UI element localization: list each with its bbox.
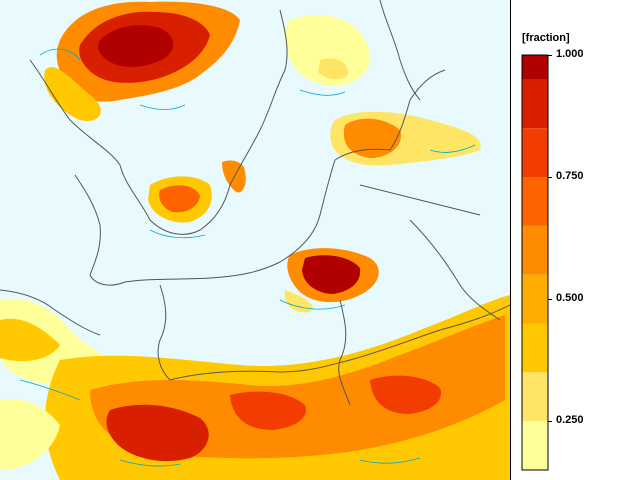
- legend-tick-label: 0.250: [556, 414, 584, 427]
- legend-frame: [521, 54, 549, 471]
- legend-bin-6: [522, 128, 548, 178]
- legend-tick-label: 0.500: [556, 292, 584, 305]
- legend-tick-label: 0.750: [556, 170, 584, 183]
- border-east: [409, 219, 501, 321]
- legend-bin-2: [522, 323, 548, 373]
- field-patch-west-coast-orange: [0, 318, 60, 362]
- legend-tick-mark: [548, 177, 552, 179]
- coast-border-lines: [0, 0, 510, 467]
- field-patch-poland-core: [302, 255, 361, 294]
- legend-tick-mark: [548, 421, 552, 423]
- legend-bin-8: [522, 55, 548, 80]
- border-baltic-states: [359, 184, 481, 216]
- legend-bin-1: [522, 372, 548, 422]
- legend-panel: [fraction] 1.000 0.750 0.500 0.250: [514, 0, 640, 480]
- map-panel: [0, 0, 511, 480]
- legend-tick-mark: [548, 299, 552, 301]
- field-patch-south-band-red-3: [370, 375, 441, 414]
- legend-tick-label: 1.000: [556, 48, 584, 60]
- coastline-scandinavia: [29, 9, 288, 235]
- border-south: [169, 304, 510, 381]
- legend-unit-label: [fraction]: [522, 32, 570, 44]
- field-patch-finland-spot: [318, 58, 349, 80]
- legend-tick-mark: [548, 55, 552, 56]
- fraction-map: [0, 0, 510, 480]
- field-patch-norway-peak: [98, 25, 174, 67]
- field-patch-south-sweden-core: [159, 185, 200, 213]
- field-patch-finland: [284, 15, 370, 86]
- field-patch-south-band-red-2: [230, 391, 306, 430]
- border-finland-russia: [379, 0, 421, 101]
- color-bar: [521, 54, 549, 471]
- field-patch-poland-light: [284, 290, 313, 313]
- legend-bin-4: [522, 225, 548, 275]
- field-patch-south-band-red: [106, 404, 209, 462]
- border-poland-west: [157, 284, 171, 381]
- field-patch-norway-rim: [44, 67, 101, 121]
- coastline-baltic-south: [124, 159, 336, 283]
- coastline-denmark: [74, 174, 126, 286]
- field-patch-south-band-light: [0, 398, 60, 470]
- legend-bin-7: [522, 79, 548, 129]
- legend-bin-0: [522, 421, 548, 470]
- coastline-baltic-east: [334, 69, 446, 161]
- contour-lines: [19, 48, 476, 467]
- legend-bin-5: [522, 177, 548, 226]
- legend-bin-3: [522, 274, 548, 324]
- border-poland-east: [338, 299, 351, 406]
- field-patch-baltic-north-core: [343, 118, 401, 158]
- coastline-west: [0, 289, 101, 336]
